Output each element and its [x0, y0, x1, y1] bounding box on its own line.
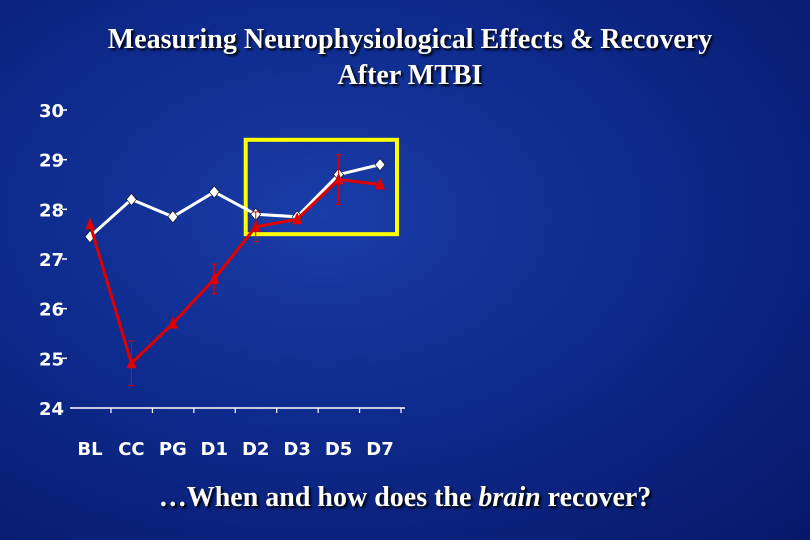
y-tick-label: 26: [39, 300, 64, 321]
data-point: [250, 219, 261, 232]
x-tick-label: D1: [201, 439, 228, 460]
x-tick-label: PG: [159, 439, 187, 460]
y-tick-label: 30: [39, 101, 64, 122]
y-tick-label: 25: [39, 349, 64, 370]
x-tick-label: BL: [77, 439, 102, 460]
x-tick-label: D5: [325, 439, 352, 460]
title-line-2: After MTBI: [337, 60, 483, 91]
series-layer: [84, 154, 386, 387]
x-tick-label: D3: [283, 439, 310, 460]
data-point: [374, 158, 386, 172]
caption-after: recover?: [540, 482, 652, 513]
x-tick-label: CC: [118, 439, 144, 460]
title-line-1: Measuring Neurophysiological Effects & R…: [107, 24, 713, 55]
slide-title: Measuring Neurophysiological Effects & R…: [30, 22, 790, 94]
data-point: [333, 172, 344, 185]
data-point: [209, 271, 220, 284]
data-point: [292, 212, 303, 225]
data-point: [126, 192, 137, 206]
caption-before: …When and how does the: [158, 482, 479, 513]
series-line: [88, 177, 381, 367]
data-point: [167, 210, 179, 224]
highlight-layer: [243, 137, 399, 237]
data-point: [375, 177, 385, 190]
x-tick-label: D7: [366, 439, 393, 460]
data-point: [208, 185, 220, 199]
x-tick-label: D2: [242, 439, 269, 460]
series-line: [88, 163, 381, 238]
y-tick-label: 29: [39, 151, 64, 172]
slide-caption: …When and how does the brain recover?: [0, 482, 810, 514]
y-tick-label: 24: [39, 399, 64, 420]
chart-ticks: 24 25 26 27 28 29 30 BL CC PG D1 D2 D3 D5 D7: [39, 101, 402, 460]
y-tick-label: 28: [39, 200, 64, 221]
data-point: [167, 316, 178, 329]
caption-emphasis: brain: [478, 482, 541, 513]
y-tick-label: 27: [39, 250, 64, 271]
highlight-box: [243, 137, 399, 237]
data-point: [85, 217, 95, 230]
data-point: [126, 356, 137, 369]
